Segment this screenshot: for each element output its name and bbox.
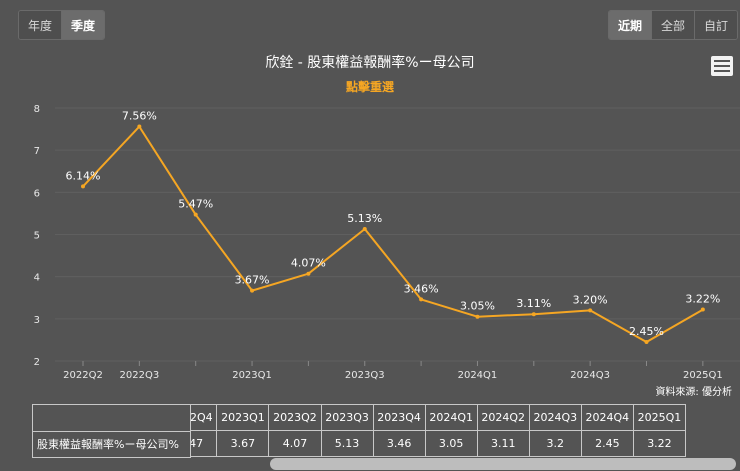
table-header-cell: 2023Q3 [320,404,374,431]
table-header-cell: 2024Q2 [476,404,530,431]
data-label: 3.46% [404,282,439,295]
table-value-cell: 4.07 [268,430,322,457]
data-point [531,312,536,317]
custom-button[interactable]: 自訂 [694,11,737,39]
x-tick-label: 2022Q2 [63,370,103,381]
data-point [81,184,85,189]
table-value-cell: 3.67 [216,430,270,457]
data-point [362,227,367,232]
data-label: 3.67% [235,274,270,287]
chart-title: 欣銓 - 股東權益報酬率%ー母公司 [265,55,475,71]
table-value-cell: 3.11 [476,430,530,457]
x-tick-label: 2024Q3 [570,370,610,381]
table-header-cell: 2024Q1 [424,404,478,431]
range-toggle: 年度 季度 [18,10,106,40]
table-value-cell: 3.05 [424,430,478,457]
x-tick-label: 2023Q1 [232,370,272,381]
table-header-cell: 2025Q1 [632,404,687,431]
table-row-header: 股東權益報酬率%ー母公司% [32,404,191,458]
x-tick-label: 2025Q1 [683,370,723,381]
table-value-cell: 3.22 [632,430,687,457]
data-point [588,308,593,313]
x-tick-label: 2023Q3 [345,370,385,381]
x-tick-label: 2022Q3 [120,370,160,381]
data-label: 3.20% [573,293,608,306]
all-button[interactable]: 全部 [651,11,695,39]
table-value-cell: 3.2 [528,430,582,457]
data-point [250,288,255,293]
table-header-cell: 2023Q1 [216,404,270,431]
table-value-cell: 2.45 [580,430,634,457]
data-source: 資料來源: 優分析 [655,387,732,398]
table-header-cell: 2023Q4 [372,404,426,431]
table-header-corner [32,404,191,431]
table-header-cell: 2024Q3 [528,404,582,431]
data-point [193,212,198,217]
y-tick-label: 7 [34,146,40,157]
horizontal-scrollbar[interactable] [270,458,736,470]
data-point [137,124,142,129]
y-tick-label: 2 [34,357,40,368]
y-tick-label: 5 [34,231,40,242]
y-tick-label: 4 [34,273,40,284]
hamburger-menu-icon[interactable] [711,56,733,76]
data-label: 7.56% [122,110,157,123]
x-tick-label: 2024Q1 [458,370,498,381]
data-label: 2.45% [629,325,664,338]
data-label: 3.05% [460,300,495,313]
quarterly-button[interactable]: 季度 [62,11,105,39]
data-label: 5.47% [178,198,213,211]
series-line [82,125,704,343]
data-point [644,340,649,345]
data-label: 5.13% [347,212,382,225]
period-toggle: 近期 全部 自訂 [607,10,738,40]
chart-subtitle[interactable]: 點擊重選 [345,80,394,94]
data-label: 6.14% [66,169,101,182]
y-tick-label: 3 [34,315,40,326]
data-point [306,271,311,276]
annual-button[interactable]: 年度 [19,11,63,39]
table-header-cell: 2024Q4 [580,404,634,431]
y-tick-label: 6 [34,188,40,199]
line-chart: 2 3 4 5 6 7 8 2022Q2 2022Q3 2023Q1 2023Q3 2024Q1 202… [34,104,740,381]
data-label: 3.22% [685,293,720,306]
table-value-cell: 5.13 [320,430,374,457]
table-row-label: 股東權益報酬率%ー母公司% [32,431,191,458]
data-point [475,314,480,319]
data-label: 3.11% [516,297,551,310]
table-value-cell: 3.46 [372,430,426,457]
y-tick-label: 8 [34,104,40,115]
data-label: 4.07% [291,257,326,270]
recent-button[interactable]: 近期 [608,11,652,39]
data-point [419,297,424,302]
table-header-cell: 2023Q2 [268,404,322,431]
data-point [700,307,705,312]
